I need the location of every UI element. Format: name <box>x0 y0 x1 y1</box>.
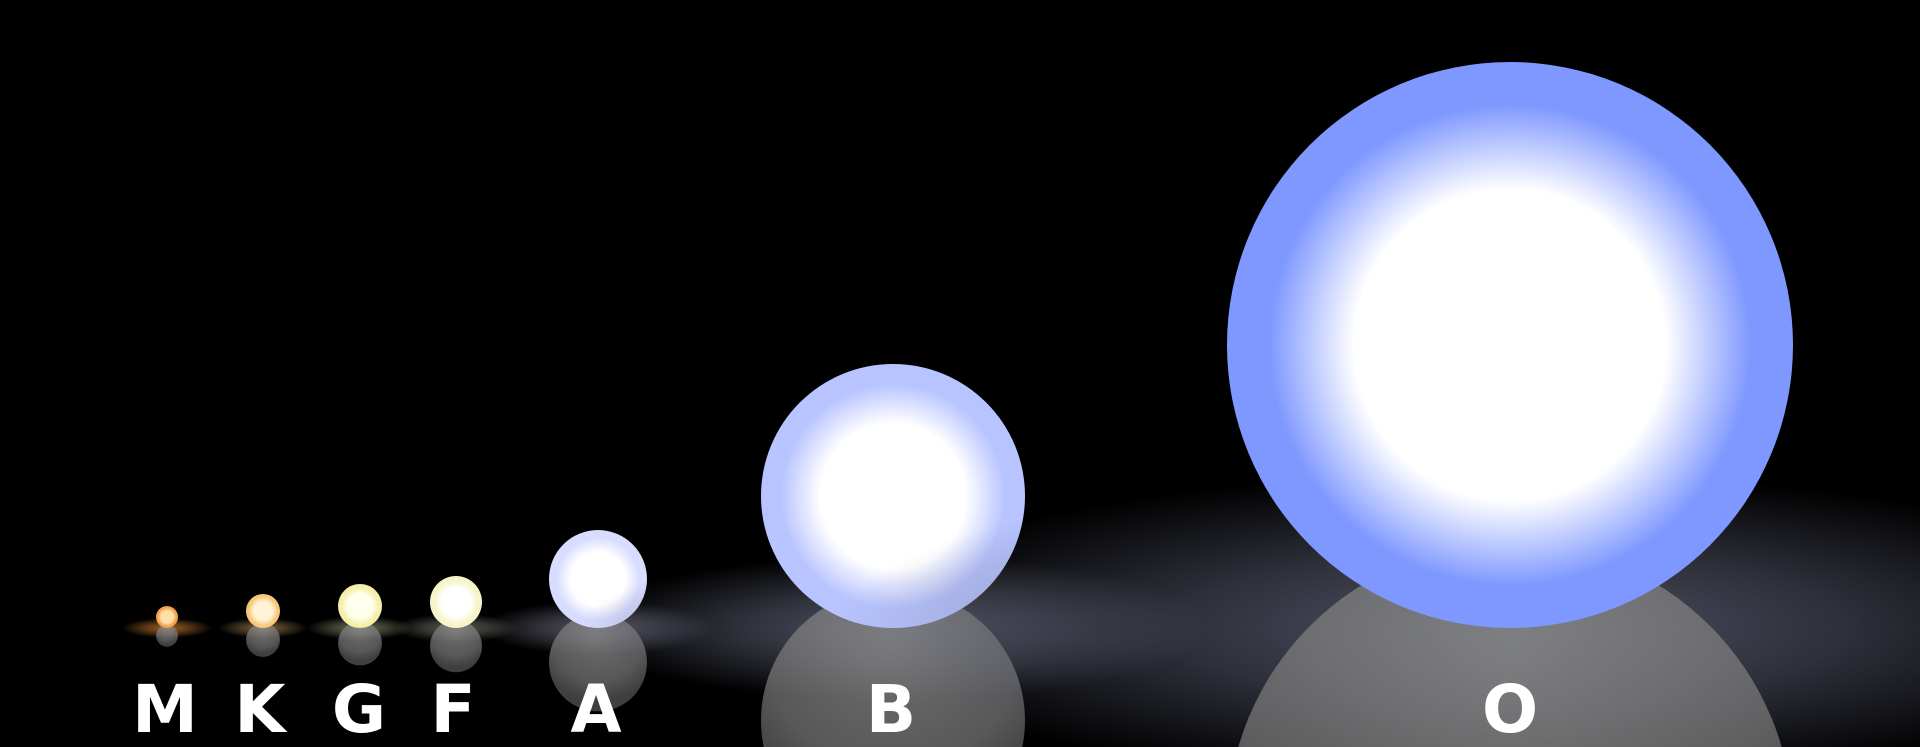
star-m-sphere <box>156 606 178 628</box>
star-o: O <box>831 62 1920 747</box>
star-g-sphere <box>338 584 382 628</box>
star-g-reflection <box>338 621 382 666</box>
star-m-label: M <box>132 671 198 747</box>
star-f-reflection <box>430 620 482 673</box>
star-f-label: F <box>430 671 475 747</box>
star-k-reflection <box>246 622 280 657</box>
star-g-label: G <box>332 671 386 747</box>
star-o-label: O <box>1482 671 1538 747</box>
star-f-sphere <box>430 576 482 628</box>
star-a-label: A <box>570 671 621 747</box>
star-k: K <box>218 594 308 747</box>
star-m: M <box>122 606 212 747</box>
star-o-reflection <box>1238 543 1782 747</box>
star-g: G <box>307 584 413 747</box>
star-k-sphere <box>246 594 280 628</box>
star-o-sphere <box>1227 62 1793 628</box>
star-k-label: K <box>234 671 288 747</box>
star-m-reflection <box>156 624 178 647</box>
